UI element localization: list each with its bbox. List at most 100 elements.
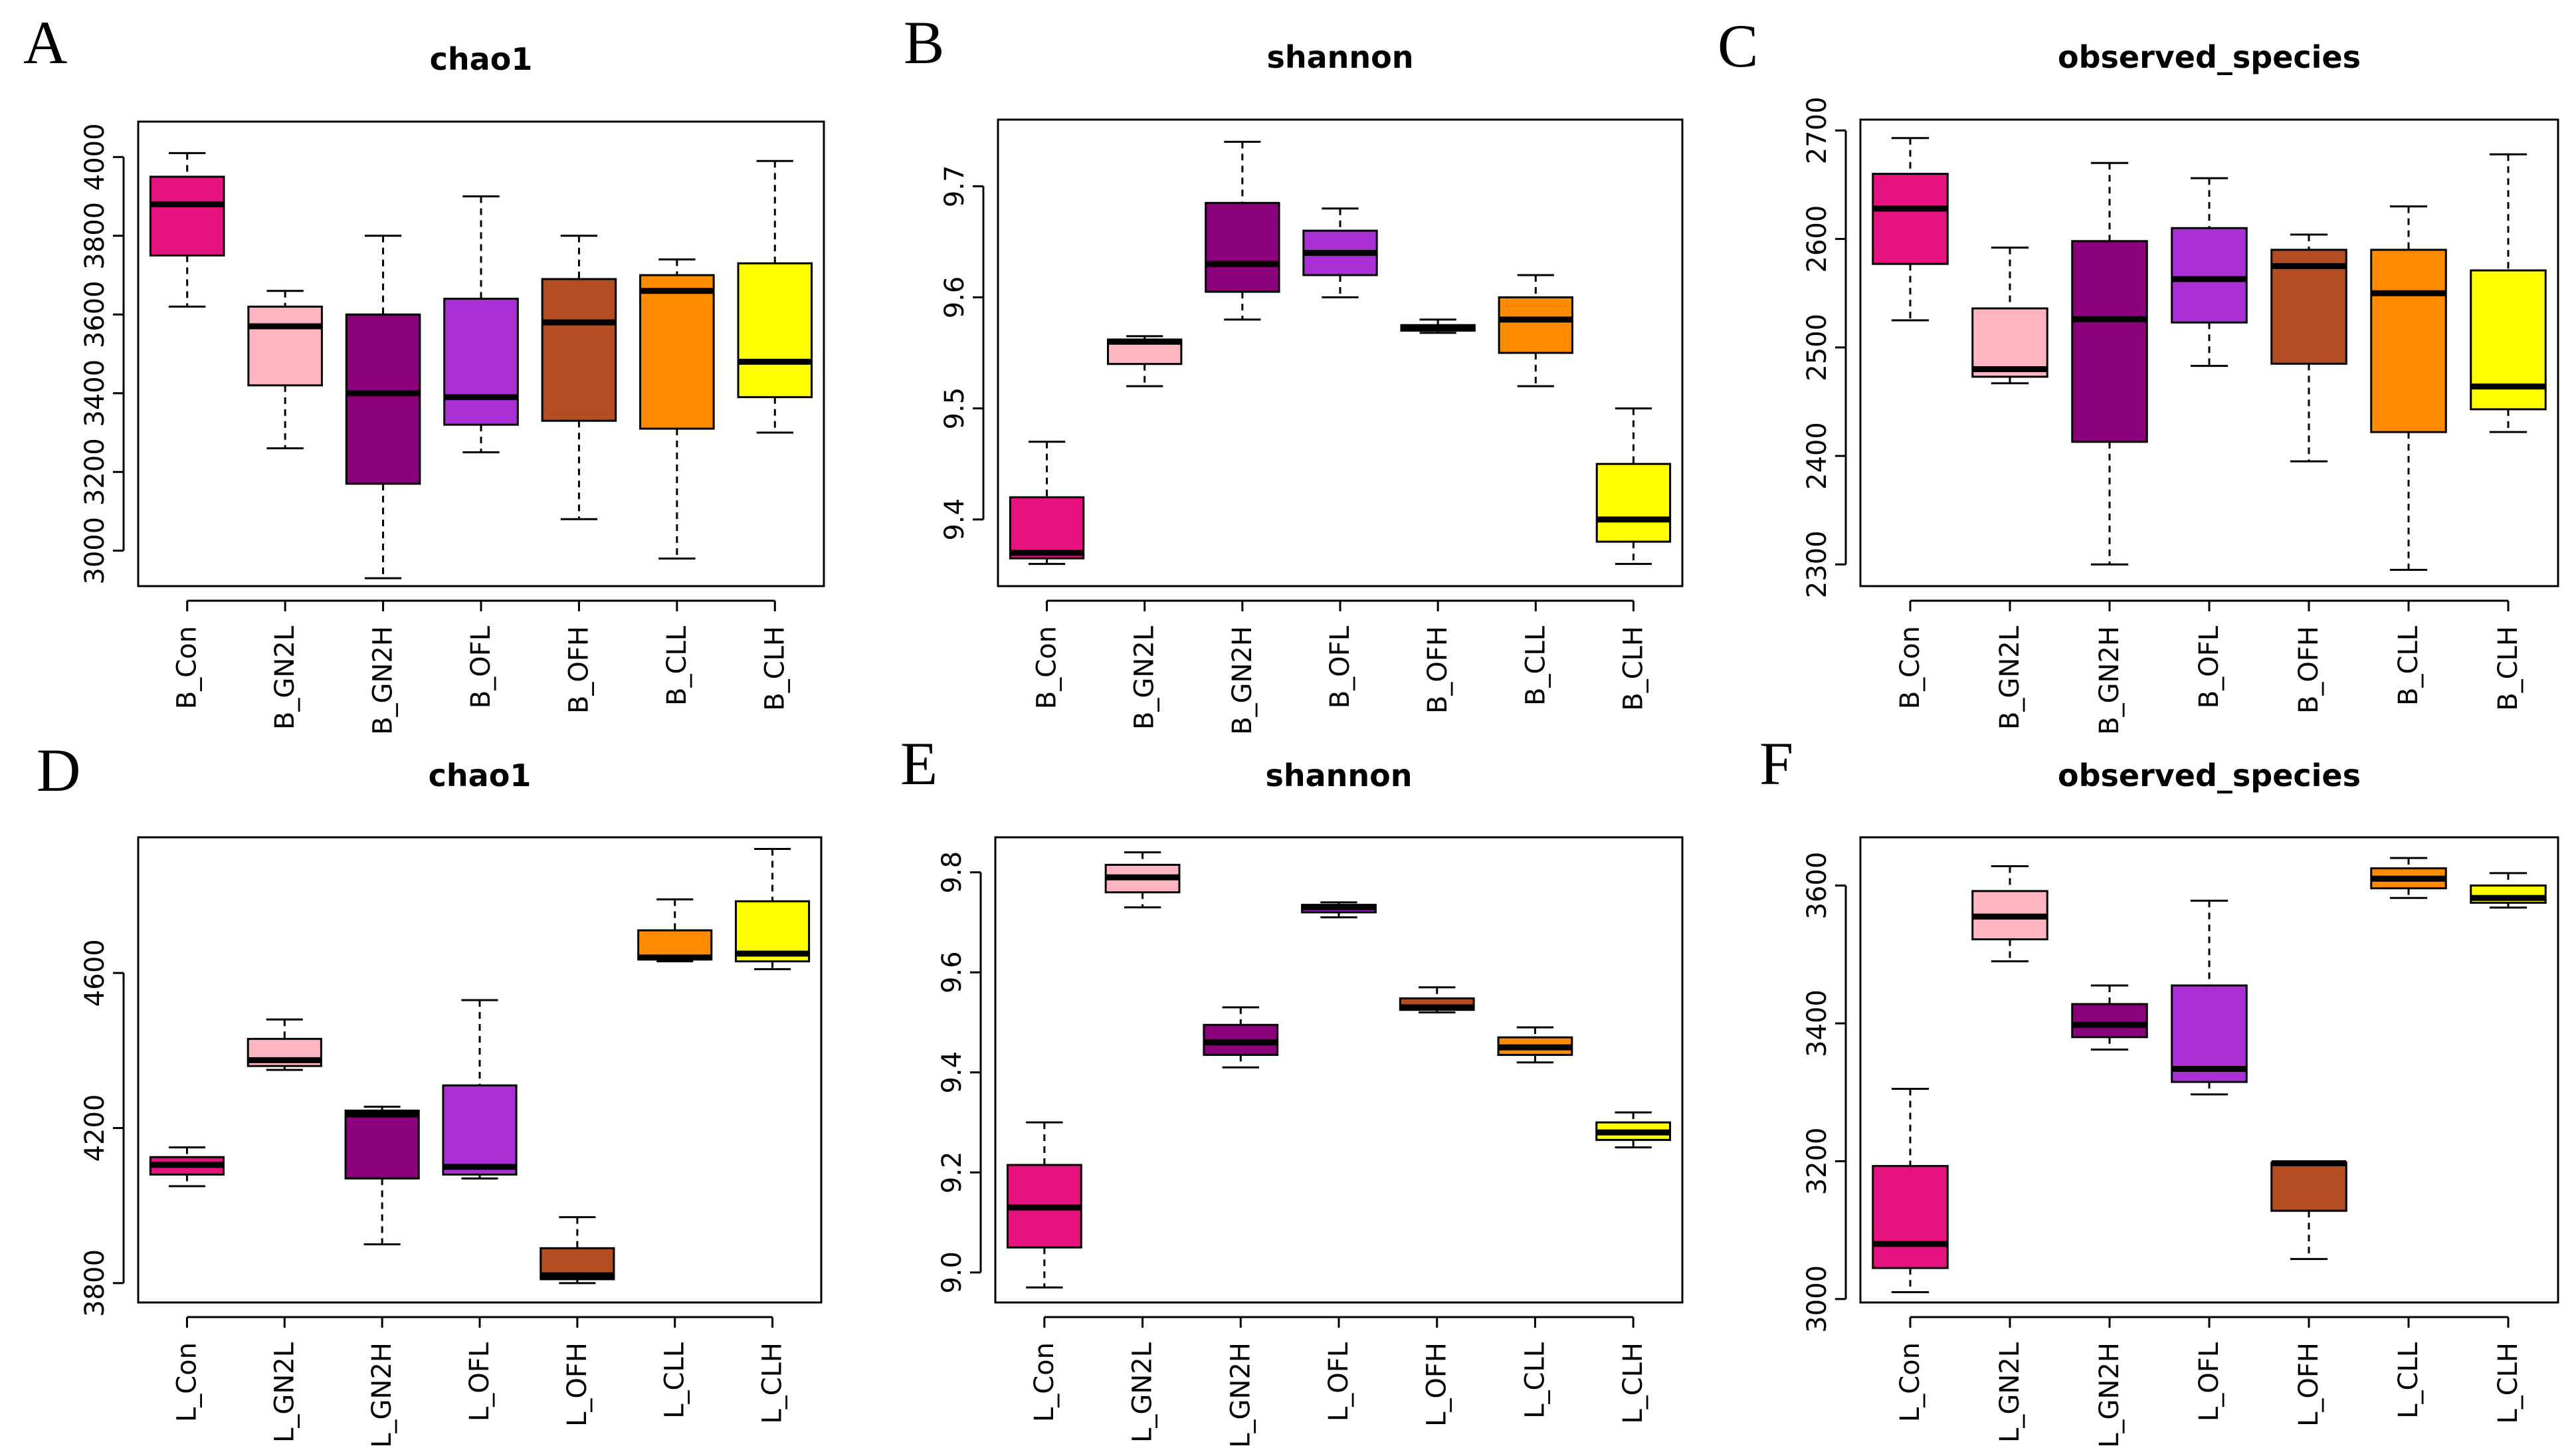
x-tick-label: L_GN2H <box>1225 1342 1256 1448</box>
box <box>2370 249 2447 433</box>
plot-frame <box>1859 118 2559 587</box>
x-tick-label: L_GN2H <box>367 1342 397 1448</box>
panel-letter: A <box>23 9 67 76</box>
x-tick-label: L_Con <box>1029 1342 1060 1422</box>
x-tick-label: B_GN2L <box>270 625 300 730</box>
x-tick-label: L_Con <box>171 1342 202 1422</box>
x-tick-label: L_GN2L <box>1995 1342 2025 1443</box>
box <box>2270 1161 2347 1212</box>
x-tick-label: B_CLH <box>2493 626 2524 711</box>
box <box>149 175 225 257</box>
x-tick-label: B_GN2H <box>368 626 399 735</box>
plot-frame <box>137 836 823 1304</box>
panel-title: shannon <box>1266 39 1413 75</box>
x-tick-label: L_OFH <box>2294 1342 2324 1427</box>
y-tick-label: 9.5 <box>940 387 970 430</box>
y-tick-label: 3400 <box>80 360 110 427</box>
box <box>345 313 421 485</box>
x-tick-label: L_CLH <box>1618 1342 1648 1424</box>
box <box>344 1109 420 1180</box>
x-tick-label: L_CLL <box>2393 1342 2424 1419</box>
box <box>442 1084 518 1176</box>
x-tick-label: B_OFH <box>563 626 594 714</box>
box <box>639 274 715 430</box>
box <box>1009 496 1085 560</box>
y-tick-label: 9.2 <box>937 1151 967 1193</box>
y-tick-label: 2300 <box>1802 530 1833 598</box>
x-tick-label: L_GN2L <box>269 1342 300 1443</box>
x-tick-label: B_Con <box>1895 626 1926 709</box>
box <box>2071 240 2148 443</box>
y-tick-label: 4000 <box>80 123 110 191</box>
panel-letter: C <box>1718 12 1758 80</box>
y-tick-label: 9.6 <box>940 276 970 319</box>
x-tick-label: B_OFH <box>2294 626 2324 714</box>
box <box>541 278 617 422</box>
panel-letter: D <box>37 736 80 804</box>
x-tick-label: B_OFH <box>1423 626 1453 714</box>
x-tick-label: L_GN2H <box>2094 1342 2125 1448</box>
x-tick-label: B_OFL <box>1325 625 1355 708</box>
plot-frame <box>997 118 1684 587</box>
x-tick-label: B_CLH <box>759 626 790 711</box>
y-tick-label: 9.4 <box>937 1051 967 1094</box>
box <box>1872 1165 1949 1269</box>
y-tick-label: 3600 <box>80 280 110 348</box>
x-tick-label: L_CLL <box>1520 1342 1550 1419</box>
y-tick-label: 9.0 <box>937 1251 967 1294</box>
x-tick-label: B_CLL <box>1520 625 1551 706</box>
y-tick-label: 2500 <box>1802 314 1833 381</box>
x-tick-label: L_CLL <box>660 1342 690 1419</box>
y-tick-label: 3800 <box>80 1249 110 1317</box>
plot-frame <box>994 836 1684 1304</box>
box <box>247 305 323 387</box>
y-tick-label: 9.4 <box>940 498 970 541</box>
y-tick-label: 3400 <box>1802 989 1833 1057</box>
box <box>1971 307 2048 378</box>
y-tick-label: 2400 <box>1802 422 1833 490</box>
x-tick-label: B_CLH <box>1618 626 1648 711</box>
y-tick-label: 2600 <box>1802 205 1833 273</box>
x-tick-label: B_CLL <box>662 625 692 706</box>
panel-title: observed_species <box>2058 39 2361 75</box>
panel-title: chao1 <box>429 758 532 793</box>
box <box>1595 463 1672 543</box>
box <box>2071 1003 2148 1039</box>
x-tick-label: B_Con <box>172 626 203 709</box>
y-tick-label: 3200 <box>80 438 110 506</box>
x-tick-label: L_OFL <box>1324 1342 1354 1421</box>
x-tick-label: L_OFH <box>1422 1342 1452 1427</box>
x-tick-label: L_Con <box>1895 1342 1926 1422</box>
panel-letter: E <box>900 730 938 797</box>
y-tick-label: 4600 <box>80 939 110 1007</box>
y-tick-label: 3800 <box>80 202 110 270</box>
y-tick-label: 3000 <box>1802 1265 1833 1333</box>
y-tick-label: 2700 <box>1802 96 1833 164</box>
panel-letter: F <box>1759 730 1793 797</box>
y-tick-label: 9.8 <box>937 851 967 894</box>
box <box>1205 201 1280 293</box>
x-tick-label: B_CLL <box>2393 625 2424 706</box>
y-tick-label: 4200 <box>80 1094 110 1162</box>
box <box>2171 227 2248 324</box>
x-tick-label: B_OFL <box>466 625 496 708</box>
panel-title: chao1 <box>430 41 533 77</box>
box <box>737 262 813 399</box>
x-tick-label: B_OFL <box>2194 625 2225 708</box>
x-tick-label: L_GN2L <box>1128 1342 1158 1443</box>
x-tick-label: L_CLH <box>2493 1342 2524 1424</box>
x-tick-label: L_CLH <box>757 1342 788 1424</box>
panel-title: observed_species <box>2058 758 2361 793</box>
box <box>443 298 519 426</box>
x-tick-label: L_OFL <box>2194 1342 2225 1421</box>
x-tick-label: B_GN2H <box>1227 626 1258 735</box>
x-tick-label: L_OFL <box>464 1342 495 1421</box>
x-tick-label: L_OFH <box>562 1342 593 1427</box>
x-tick-label: B_Con <box>1032 626 1062 709</box>
